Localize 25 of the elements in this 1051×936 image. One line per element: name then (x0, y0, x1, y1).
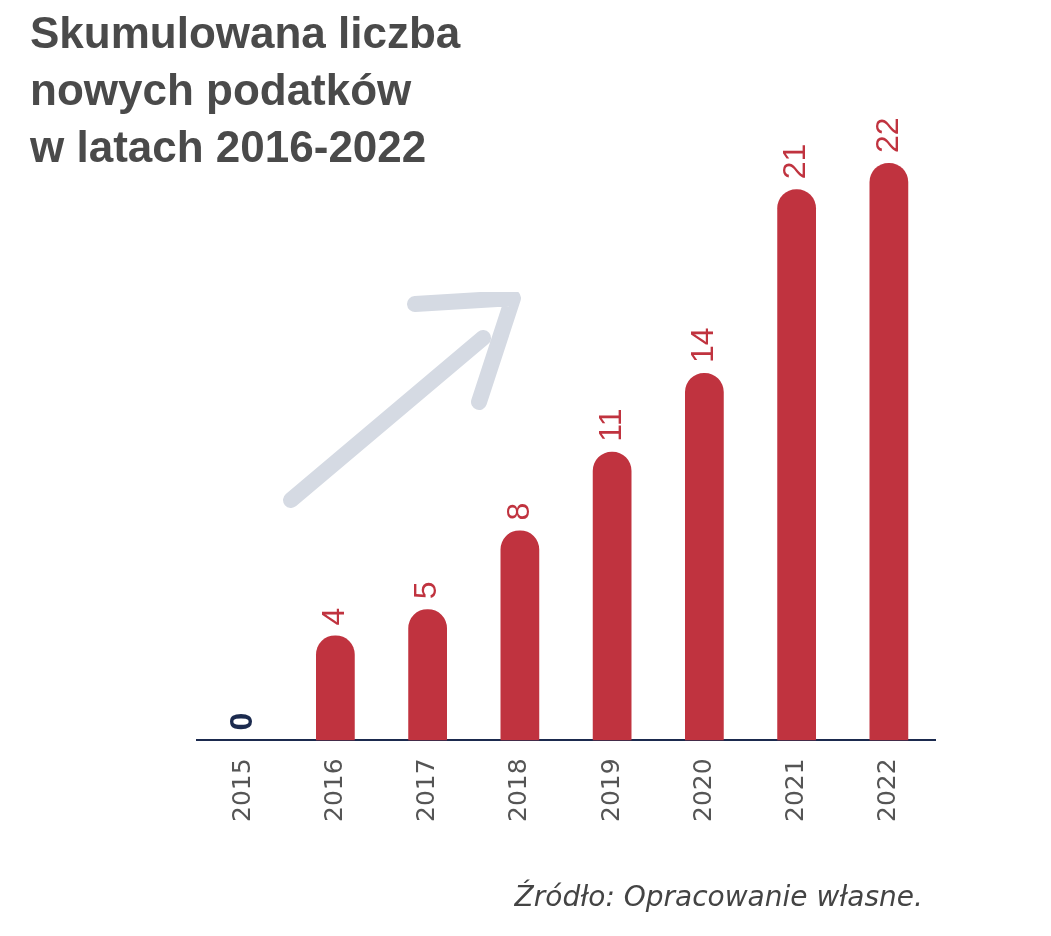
data-label: 0 (222, 712, 259, 731)
x-tick-label: 2022 (872, 758, 902, 822)
x-tick-label: 2018 (503, 758, 533, 822)
data-label: 4 (315, 607, 352, 626)
bar (685, 372, 724, 741)
x-tick-label: 2021 (780, 758, 810, 822)
data-label: 5 (407, 581, 444, 600)
text: Źródło: Opracowanie własne. (514, 880, 923, 913)
bar (500, 530, 540, 741)
chart-title: Skumulowana liczba nowych podatków w latach 2016-2022 (30, 7, 461, 174)
bar (408, 609, 447, 741)
x-tick-label: 2015 (226, 758, 256, 822)
x-tick-label: 2016 (318, 758, 348, 822)
data-label: 8 (499, 502, 536, 521)
bar (316, 635, 355, 741)
bar (777, 189, 816, 741)
data-label: 21 (776, 143, 813, 180)
x-tick-label: 2020 (687, 758, 717, 822)
bar (869, 163, 909, 741)
data-label: 22 (868, 117, 905, 153)
x-tick-label: 2017 (411, 758, 441, 822)
data-label: 14 (684, 327, 721, 363)
bar (592, 451, 632, 741)
x-tick-label: 2019 (595, 758, 625, 822)
data-label: 11 (591, 408, 628, 442)
